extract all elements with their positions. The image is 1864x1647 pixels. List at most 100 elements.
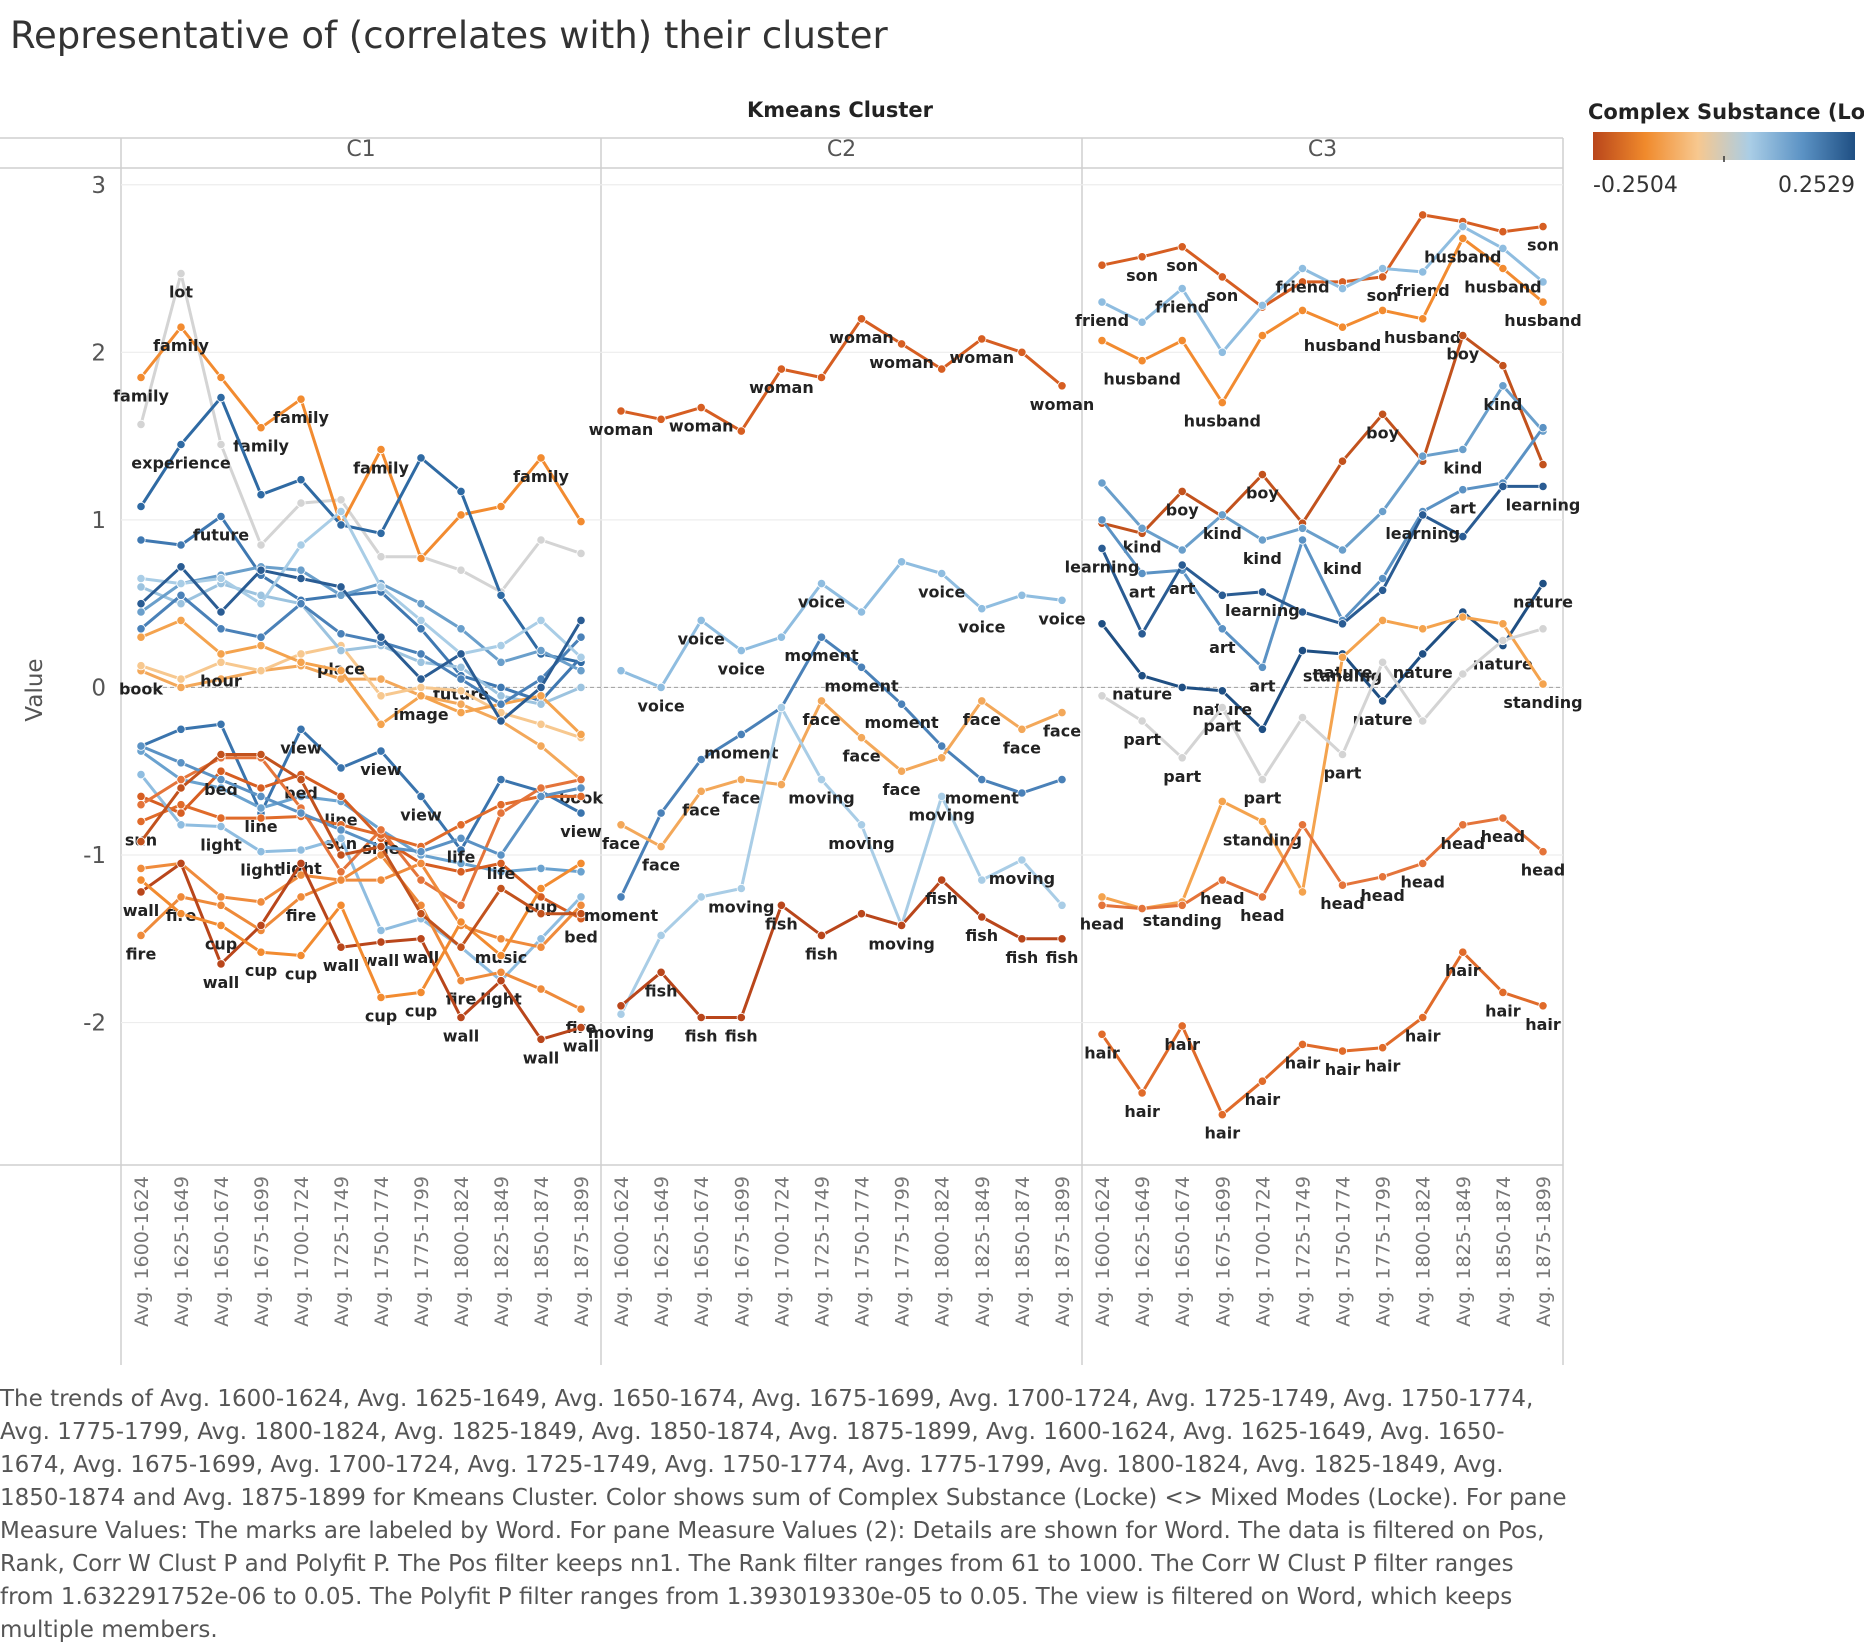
- data-point: [656, 414, 666, 424]
- data-label: kind: [1483, 395, 1522, 414]
- data-point: [216, 900, 226, 910]
- data-label: head: [1200, 889, 1245, 908]
- data-label: lot: [169, 283, 193, 302]
- data-point: [1418, 649, 1428, 659]
- data-label: hair: [1525, 1015, 1561, 1034]
- data-point: [1418, 858, 1428, 869]
- data-label: family: [273, 408, 329, 427]
- data-label: hair: [1325, 1060, 1361, 1079]
- data-point: [1257, 1076, 1268, 1086]
- data-label: cup: [245, 961, 277, 980]
- data-point: [776, 900, 787, 910]
- x-tick-label: Avg. 1725-1749: [331, 1176, 353, 1327]
- data-point: [456, 833, 466, 843]
- data-point: [336, 791, 346, 802]
- data-point: [136, 599, 146, 609]
- x-tick-label: Avg. 1875-1899: [571, 1176, 593, 1327]
- data-point: [1137, 629, 1147, 639]
- data-point: [1137, 1088, 1147, 1098]
- data-point: [1418, 210, 1428, 220]
- data-point: [216, 649, 226, 659]
- data-point: [576, 783, 586, 793]
- x-tick-label: Avg. 1750-1774: [1333, 1176, 1355, 1327]
- data-point: [376, 691, 386, 701]
- data-point: [536, 984, 546, 994]
- data-point: [1498, 381, 1508, 391]
- data-point: [1057, 707, 1067, 718]
- data-point: [176, 268, 186, 279]
- data-label: moving: [989, 869, 1055, 888]
- data-point: [376, 632, 386, 642]
- data-point: [176, 892, 186, 902]
- data-point: [456, 942, 466, 952]
- data-point: [176, 615, 186, 626]
- data-label: husband: [1103, 370, 1180, 389]
- data-point: [456, 900, 466, 910]
- data-point: [1418, 267, 1428, 277]
- data-point: [376, 875, 386, 885]
- data-point: [696, 786, 706, 796]
- data-point: [1458, 531, 1468, 542]
- data-label: woman: [829, 328, 894, 347]
- data-label: fish: [925, 889, 958, 908]
- data-point: [496, 976, 506, 986]
- data-point: [296, 565, 306, 575]
- data-label: part: [1324, 764, 1362, 783]
- data-point: [1097, 691, 1107, 701]
- data-point: [977, 875, 987, 885]
- x-tick-label: Avg. 1850-1874: [531, 1176, 553, 1327]
- data-point: [1097, 478, 1107, 488]
- data-point: [736, 774, 746, 785]
- data-label: head: [1320, 894, 1365, 913]
- data-label: woman: [1030, 395, 1095, 414]
- data-point: [977, 696, 987, 706]
- series-life: life life: [136, 741, 586, 883]
- data-point: [816, 632, 827, 642]
- data-label: boy: [1166, 500, 1199, 519]
- data-label: part: [1123, 730, 1161, 749]
- data-label: son: [1527, 236, 1559, 255]
- x-tick-label: Avg. 1675-1699: [731, 1176, 753, 1327]
- data-point: [536, 682, 546, 693]
- data-label: view: [360, 760, 402, 779]
- data-label: nature: [1513, 593, 1573, 612]
- data-point: [576, 892, 586, 902]
- data-label: part: [1163, 767, 1201, 786]
- data-point: [1418, 716, 1428, 726]
- data-label: moment: [864, 713, 939, 732]
- data-point: [256, 749, 266, 760]
- data-point: [576, 516, 586, 527]
- data-point: [456, 649, 466, 659]
- data-point: [816, 372, 827, 383]
- data-point: [136, 624, 146, 634]
- series-fish: fish fish fish fish fish fish fish fish fish: [616, 875, 1078, 1046]
- data-point: [256, 803, 266, 813]
- x-tick-label: Avg. 1750-1774: [371, 1176, 393, 1327]
- data-point: [496, 699, 506, 709]
- data-label: image: [393, 705, 448, 724]
- data-point: [1498, 619, 1508, 629]
- legend-min-label: -0.2504: [1593, 173, 1678, 198]
- data-point: [1057, 381, 1067, 391]
- data-label: moment: [824, 676, 899, 695]
- data-point: [1057, 934, 1067, 944]
- x-tick-label: Avg. 1650-1674: [691, 1176, 713, 1327]
- x-tick-label: Avg. 1625-1649: [171, 1176, 193, 1327]
- data-point: [576, 1004, 586, 1014]
- x-tick-label: Avg. 1800-1824: [1413, 1176, 1435, 1327]
- data-point: [136, 836, 146, 847]
- legend-gradient: [1593, 132, 1855, 160]
- data-point: [576, 1022, 586, 1033]
- data-point: [1097, 892, 1107, 902]
- x-tick-label: Avg. 1675-1699: [251, 1176, 273, 1327]
- data-point: [1097, 900, 1107, 910]
- data-point: [1097, 297, 1107, 307]
- data-label: family: [353, 459, 409, 478]
- data-label: hair: [1245, 1090, 1281, 1109]
- data-point: [296, 724, 306, 734]
- data-label: husband: [1184, 412, 1261, 431]
- data-label: voice: [1038, 609, 1085, 628]
